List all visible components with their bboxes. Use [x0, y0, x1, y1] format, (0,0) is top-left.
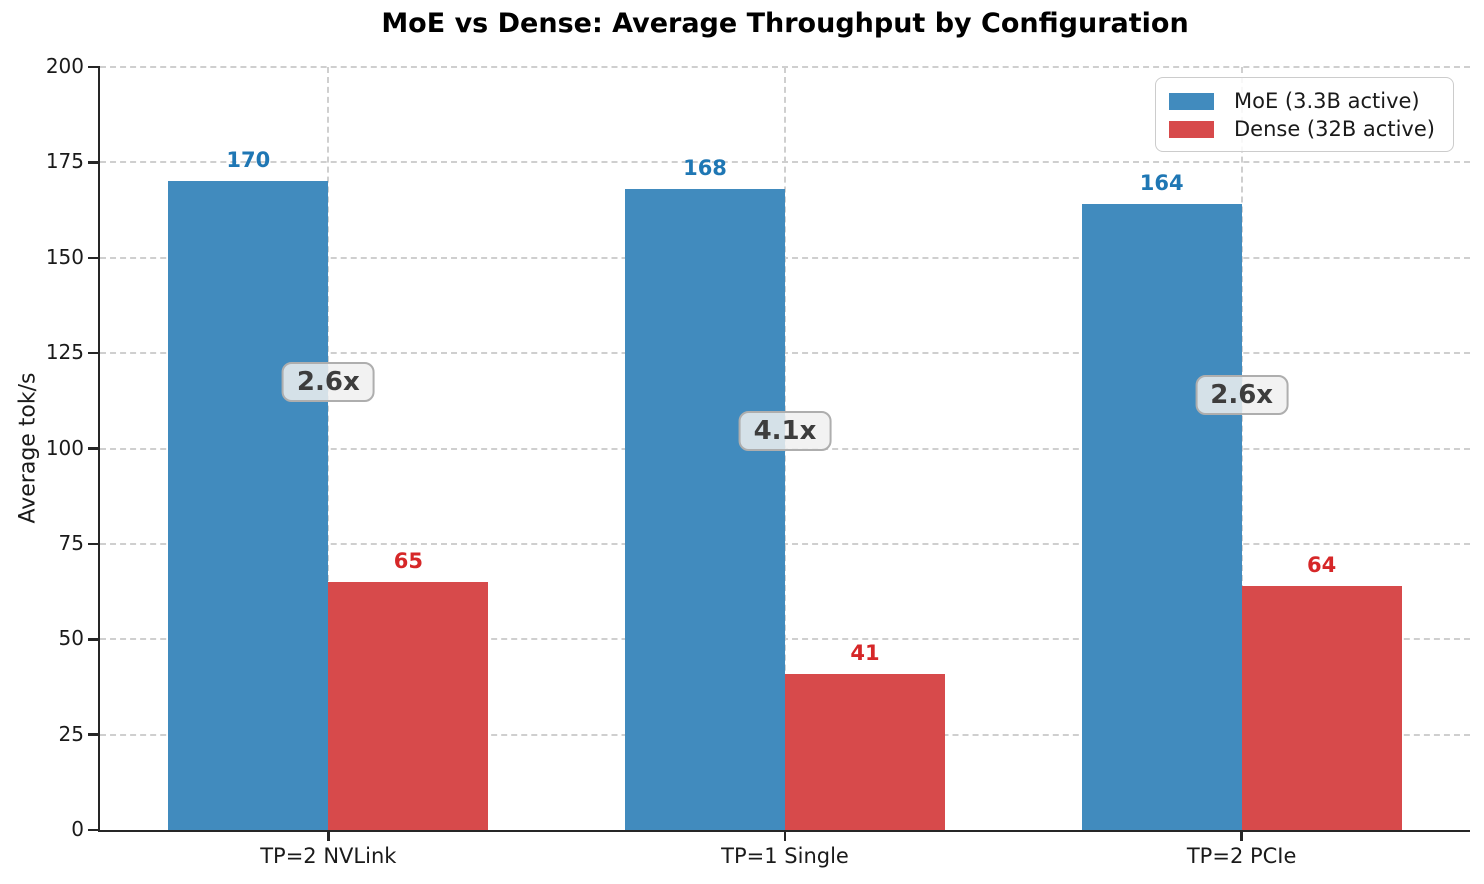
y-axis-spine [97, 66, 100, 832]
x-axis-spine [97, 829, 1470, 832]
y-tick-label: 175 [45, 149, 84, 174]
bar-value-label: 65 [393, 549, 423, 574]
y-tick-label: 25 [58, 721, 84, 746]
ratio-annotation: 2.6x [1195, 375, 1289, 416]
y-tick-label: 125 [45, 340, 84, 365]
x-tick-mark [1240, 832, 1243, 841]
x-tick-mark [327, 832, 330, 841]
x-tick-label: TP=1 Single [721, 844, 849, 868]
ratio-annotation: 2.6x [281, 361, 375, 402]
bar-dense [328, 582, 489, 830]
ratio-annotation: 4.1x [738, 411, 832, 452]
legend-swatch-moe [1169, 92, 1214, 110]
y-tick-mark [88, 447, 98, 450]
y-tick-label: 0 [71, 817, 84, 841]
gridline-vertical [1240, 67, 1243, 830]
legend-entry-moe: MoE (3.3B active) [1169, 89, 1453, 113]
y-tick-mark [88, 733, 98, 736]
y-tick-label: 200 [45, 54, 84, 78]
bar-value-label: 168 [683, 156, 727, 181]
y-tick-mark [88, 351, 98, 355]
bar-moe [168, 181, 329, 830]
bar-moe [1081, 204, 1242, 830]
gridline-vertical [327, 67, 330, 830]
y-tick-mark [88, 638, 98, 641]
x-tick-label: TP=2 PCIe [1186, 844, 1297, 868]
y-tick-mark [88, 161, 98, 164]
legend-swatch-dense [1169, 120, 1214, 138]
x-tick-mark [783, 832, 787, 841]
y-tick-mark [88, 256, 98, 259]
legend-entry-dense: Dense (32B active) [1169, 117, 1453, 141]
y-tick-label: 100 [45, 435, 84, 460]
chart-title: MoE vs Dense: Average Throughput by Conf… [381, 8, 1189, 39]
y-tick-label: 150 [45, 244, 84, 269]
bar-value-label: 164 [1139, 171, 1184, 196]
y-tick-mark [88, 542, 98, 546]
legend: MoE (3.3B active) Dense (32B active) [1155, 77, 1454, 152]
bar-dense [785, 673, 945, 830]
legend-label-dense: Dense (32B active) [1234, 117, 1435, 141]
plot-area: 170 65 168 41 164 64 2.6x 4.1x 2.6x [100, 66, 1470, 830]
y-tick-mark [88, 65, 98, 69]
bar-value-label: 170 [226, 148, 271, 173]
bar-dense [1241, 585, 1402, 830]
bar-value-label: 64 [1307, 552, 1337, 577]
y-tick-label: 75 [58, 530, 84, 555]
y-tick-mark [88, 828, 98, 832]
x-tick-label: TP=2 NVLink [260, 844, 397, 868]
legend-label-moe: MoE (3.3B active) [1234, 89, 1420, 113]
y-tick-label: 50 [58, 626, 84, 651]
bar-value-label: 41 [850, 640, 880, 665]
bar-moe [625, 189, 785, 830]
